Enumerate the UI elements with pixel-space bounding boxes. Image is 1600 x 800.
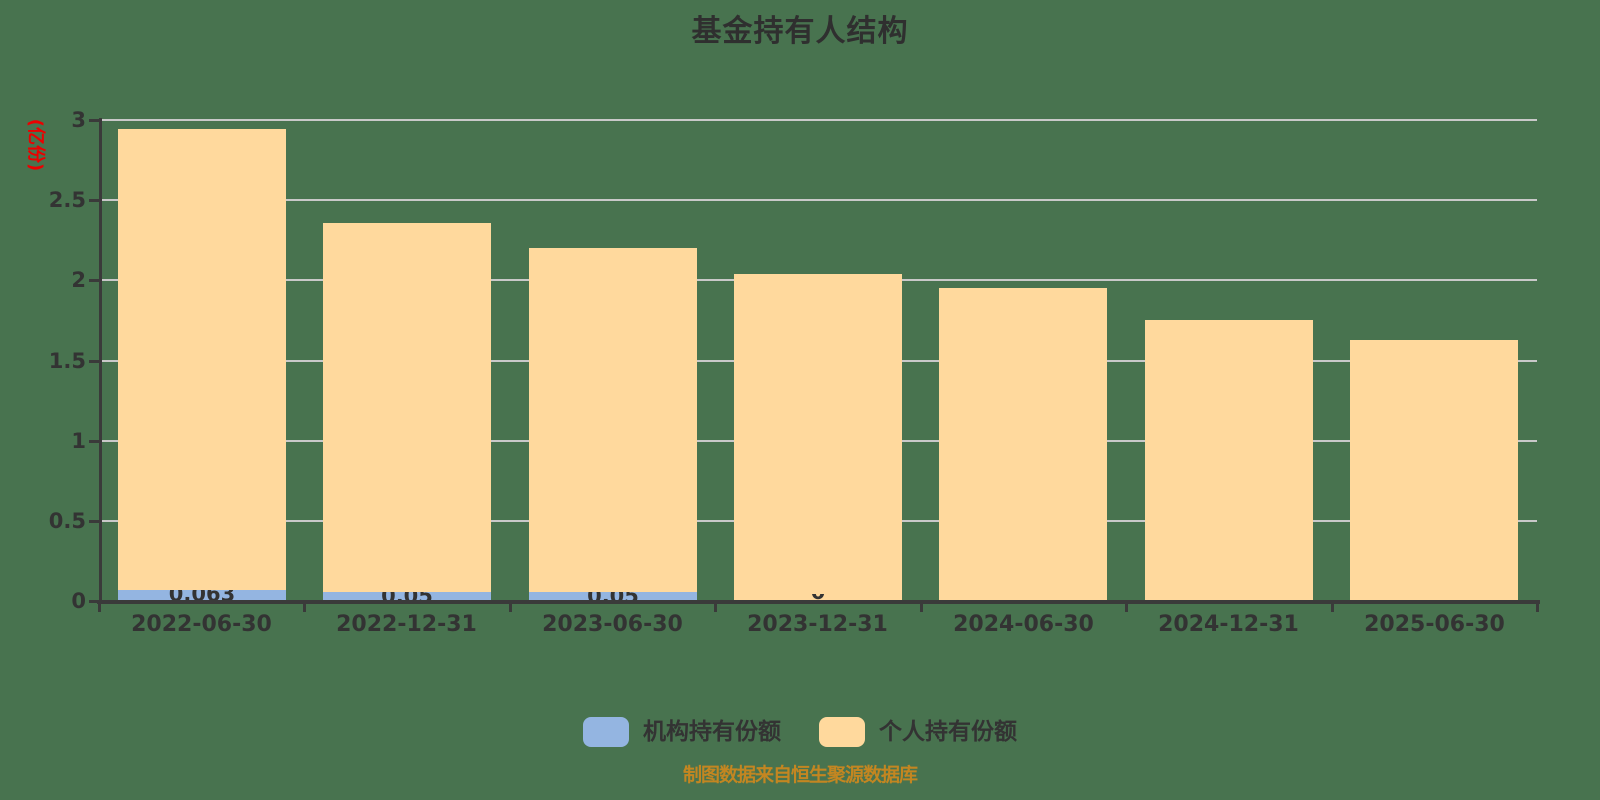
gridline	[99, 199, 1537, 201]
bar-segment-individual	[1145, 320, 1313, 600]
chart-title: 基金持有人结构	[691, 14, 909, 49]
bar-segment-institutional	[118, 589, 286, 600]
x-axis-tick	[1125, 602, 1128, 612]
x-axis-tick	[303, 602, 306, 612]
legend: 机构持有份额 个人持有份额	[0, 716, 1600, 748]
bar-segment-individual	[323, 222, 491, 592]
bar-group	[1350, 339, 1518, 600]
bar-group	[939, 288, 1107, 600]
y-tick-label: 2.5	[48, 188, 86, 212]
x-tick-label: 2024-06-30	[953, 612, 1094, 637]
x-tick-label: 2022-06-30	[131, 612, 272, 637]
x-axis-line	[97, 600, 1540, 604]
legend-item-individual[interactable]: 个人持有份额	[819, 716, 1017, 748]
bar-group: 0.05	[529, 248, 697, 607]
bar-segment-institutional	[529, 591, 697, 600]
y-axis-tick	[89, 199, 99, 202]
y-axis-tick	[89, 520, 99, 523]
x-tick-label: 2023-06-30	[542, 612, 683, 637]
gridline	[99, 119, 1537, 121]
bar-segment-individual	[1350, 339, 1518, 600]
bar-segment-individual	[529, 248, 697, 592]
y-axis-tick	[89, 119, 99, 122]
bar-segment-individual	[939, 288, 1107, 600]
legend-label-institutional: 机构持有份额	[643, 719, 781, 745]
bar-group	[1145, 320, 1313, 600]
x-axis-tick	[920, 602, 923, 612]
y-tick-label: 1.5	[48, 349, 86, 373]
x-axis-tick	[714, 602, 717, 612]
y-axis-line	[99, 118, 102, 604]
y-tick-label: 1	[71, 429, 86, 453]
y-tick-label: 0.5	[48, 509, 86, 533]
x-tick-label: 2023-12-31	[747, 612, 888, 637]
y-tick-label: 0	[71, 589, 86, 613]
x-axis-tick	[509, 602, 512, 612]
x-tick-label: 2022-12-31	[336, 612, 477, 637]
y-axis-tick	[89, 279, 99, 282]
y-axis-tick	[89, 440, 99, 443]
x-tick-label: 2025-06-30	[1364, 612, 1505, 637]
x-tick-label: 2024-12-31	[1158, 612, 1299, 637]
legend-swatch-institutional-icon	[583, 717, 629, 747]
y-tick-label: 2	[71, 268, 86, 292]
y-axis-tick	[89, 360, 99, 363]
x-axis-tick	[1331, 602, 1334, 612]
bar-segment-institutional	[323, 591, 491, 600]
bar-segment-individual	[734, 273, 902, 600]
x-axis-tick	[1536, 602, 1539, 612]
legend-item-institutional[interactable]: 机构持有份额	[583, 716, 781, 748]
y-axis-tick	[89, 600, 99, 603]
bar-group: 0.05	[323, 222, 491, 607]
bar-group	[734, 273, 902, 600]
bar-group: 0.063	[118, 129, 286, 605]
x-axis-tick	[98, 602, 101, 612]
bar-segment-individual	[118, 129, 286, 590]
bar-value-label-clipped-zero: 0	[807, 594, 829, 601]
legend-swatch-individual-icon	[819, 717, 865, 747]
legend-label-individual: 个人持有份额	[879, 719, 1017, 745]
bar-value-label: 0	[807, 594, 829, 601]
data-source-note: 制图数据来自恒生聚源数据库	[682, 764, 918, 786]
y-tick-label: 3	[71, 108, 86, 132]
